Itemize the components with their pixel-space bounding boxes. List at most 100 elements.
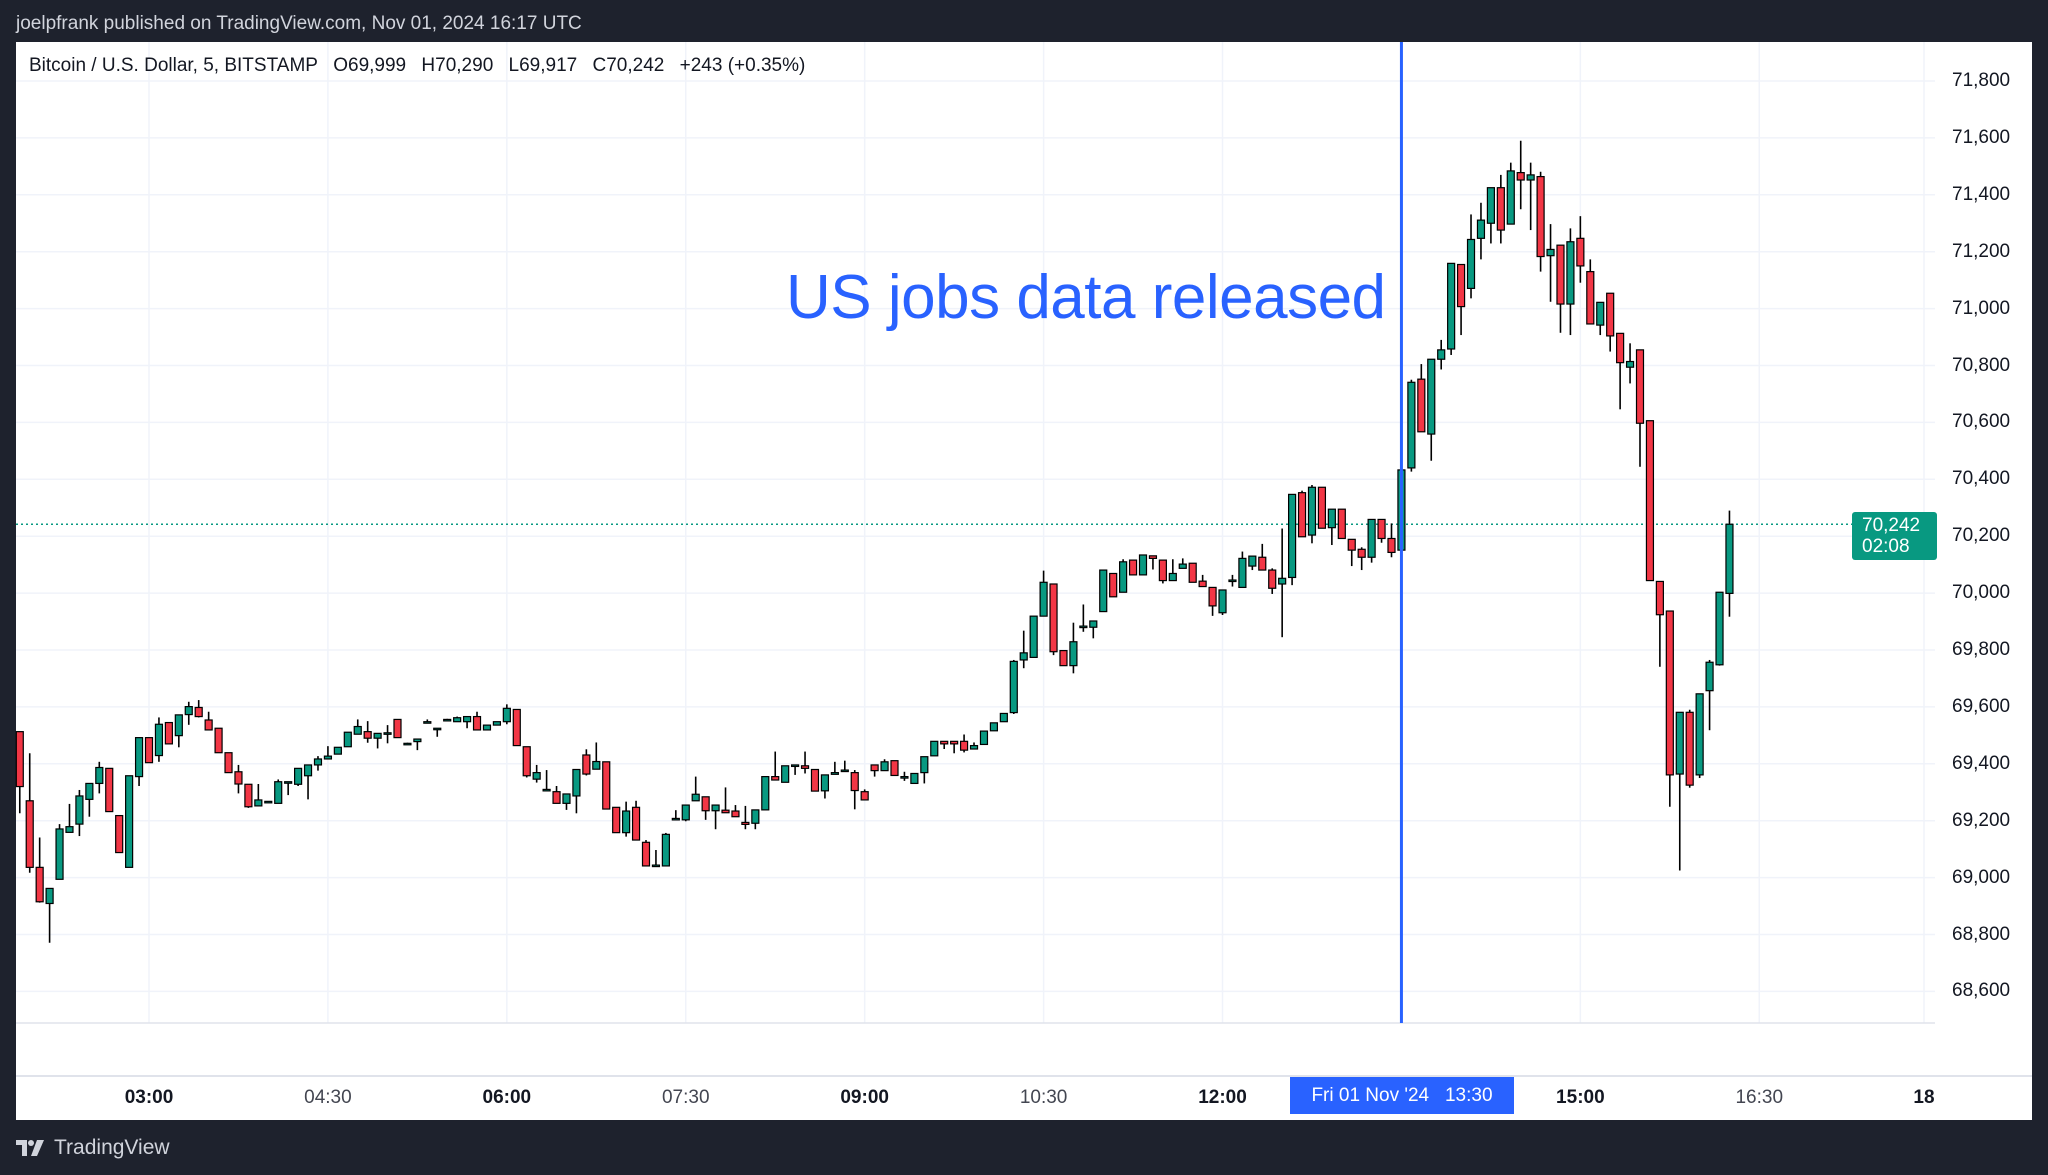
candle-down — [1158, 559, 1167, 582]
candle-up — [174, 714, 183, 737]
candle-down — [1049, 583, 1058, 653]
candle-up — [413, 738, 422, 743]
candle-down — [224, 752, 233, 774]
price-tick-label: 71,800 — [1952, 70, 2011, 91]
candle-down — [810, 768, 820, 792]
candle-down — [1635, 349, 1645, 424]
tradingview-brand[interactable]: TradingView — [16, 1136, 170, 1160]
candle-down — [15, 731, 24, 788]
candle-down — [731, 810, 740, 818]
candle-up — [433, 727, 442, 731]
candle-up — [1476, 219, 1486, 239]
chart-background — [16, 42, 2032, 1120]
candle-down — [1128, 559, 1138, 576]
candle-up — [1168, 572, 1177, 582]
price-tick-label: 69,600 — [1952, 695, 2011, 717]
candle-down — [1297, 492, 1307, 538]
candle-down — [1685, 711, 1694, 786]
candle-up — [443, 718, 452, 722]
candle-up — [333, 746, 342, 755]
candle-up — [1367, 518, 1376, 558]
candle-down — [1645, 420, 1655, 582]
candle-down — [105, 767, 114, 813]
candle-up — [681, 804, 690, 821]
bar-countdown: 02:08 — [1862, 536, 1910, 557]
candle-up — [1675, 711, 1684, 775]
brand-name: TradingView — [54, 1136, 170, 1159]
price-tick-label: 70,400 — [1952, 468, 2011, 490]
candle-up — [830, 772, 839, 775]
candle-up — [1466, 238, 1476, 290]
candle-up — [1546, 248, 1555, 257]
candle-up — [671, 817, 680, 821]
candle-up — [1695, 693, 1704, 776]
candle-up — [920, 756, 929, 774]
candle-up — [254, 799, 263, 807]
symbol-legend: Bitcoin / U.S. Dollar, 5, BITSTAMP O69,9… — [29, 55, 815, 77]
symbol-name: Bitcoin / U.S. Dollar, 5, BITSTAMP — [29, 55, 318, 76]
candle-up — [1009, 660, 1018, 714]
current-price-value: 70,242 — [1862, 515, 1921, 536]
candle-down — [870, 764, 879, 772]
candle-up — [1069, 641, 1078, 667]
candle-up — [423, 721, 432, 724]
candle-up — [294, 767, 303, 785]
candle-down — [552, 791, 561, 804]
candle-up — [403, 742, 412, 746]
candle-down — [1606, 292, 1615, 337]
candle-up — [1079, 625, 1088, 629]
candle-down — [771, 776, 780, 781]
candle-up — [85, 782, 94, 800]
candle-up — [1486, 187, 1496, 224]
price-tick-label: 69,000 — [1952, 866, 2011, 888]
candle-up — [999, 712, 1008, 723]
candle-up — [75, 795, 84, 825]
candle-down — [1556, 244, 1565, 305]
candle-down — [1258, 556, 1267, 571]
candle-up — [373, 732, 382, 739]
candle-up — [1506, 170, 1515, 225]
candle-down — [950, 740, 959, 745]
candle-down — [612, 806, 621, 834]
candle-up — [1596, 301, 1605, 326]
candle-up — [542, 788, 551, 792]
candle-up — [1089, 620, 1098, 628]
candle-up — [1407, 381, 1416, 469]
candle-up — [840, 769, 849, 773]
candle-up — [323, 755, 333, 760]
candle-up — [502, 707, 511, 723]
candle-up — [691, 793, 700, 802]
candle-down — [1387, 537, 1396, 554]
candle-up — [1228, 579, 1237, 583]
candle-down — [1536, 175, 1545, 258]
annotation-text[interactable]: US jobs data released — [786, 263, 1386, 332]
candle-down — [701, 796, 710, 812]
candle-up — [1238, 557, 1247, 589]
candle-up — [1447, 262, 1456, 350]
candle-up — [1039, 581, 1048, 617]
candle-up — [134, 737, 144, 778]
tradingview-logo-icon — [16, 1140, 44, 1156]
candle-down — [1665, 610, 1674, 776]
candle-up — [1625, 360, 1635, 368]
candle-down — [472, 715, 482, 731]
candle-up — [910, 772, 919, 785]
crosshair-time: 13:30 — [1444, 1085, 1493, 1106]
candle-down — [1109, 572, 1118, 598]
candle-down — [194, 706, 203, 718]
candle-down — [1268, 569, 1277, 589]
price-tick-label: 70,000 — [1952, 582, 2011, 604]
price-tick-label: 70,200 — [1952, 525, 2011, 547]
candle-down — [244, 783, 253, 808]
candle-down — [1148, 555, 1158, 559]
candle-up — [1725, 523, 1734, 594]
candle-down — [393, 718, 402, 739]
price-tick-label: 68,800 — [1952, 923, 2011, 945]
candle-up — [303, 764, 313, 777]
candle-up — [820, 774, 830, 792]
candle-up — [1287, 493, 1297, 579]
time-tick-label: 16:30 — [1735, 1087, 1784, 1108]
candle-up — [592, 760, 601, 770]
candle-down — [1059, 649, 1068, 667]
